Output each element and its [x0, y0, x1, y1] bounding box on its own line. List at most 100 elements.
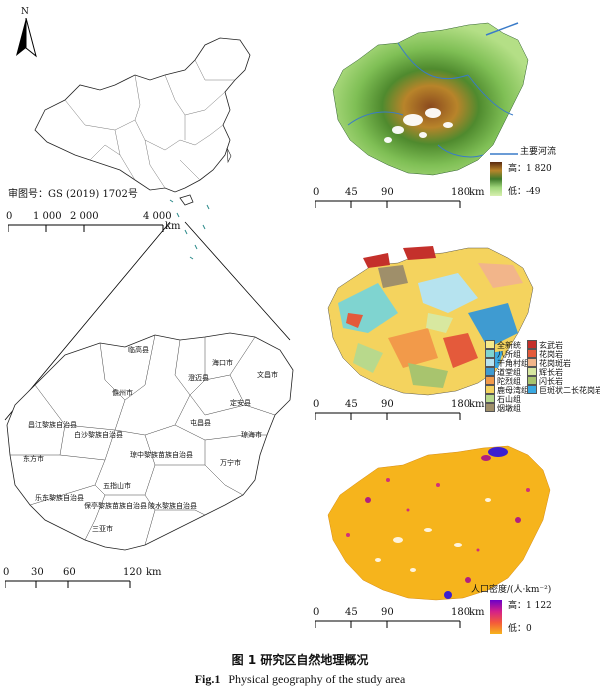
- geology-label: 石山组: [497, 395, 521, 404]
- county-danzhou: 儋州市: [112, 389, 133, 397]
- geology-legend-item-2: 干角村组: [485, 358, 529, 368]
- geology-swatch: [485, 394, 495, 403]
- county-haikou: 海口市: [212, 359, 233, 367]
- county-qionghai: 琼海市: [241, 431, 262, 439]
- county-wuzhishan: 五指山市: [103, 482, 131, 490]
- figure-caption-text: Physical geography of the study area: [228, 672, 406, 686]
- counties-scale-tick-0: 0: [3, 567, 10, 578]
- county-dingan: 定安县: [230, 399, 251, 407]
- geology-label: 鹿母湾组: [497, 386, 529, 395]
- figure-caption-cn: 图 1 研究区自然地理概况: [231, 653, 369, 667]
- elevation-gradient: [490, 162, 502, 196]
- geology-legend-item-8: 玄武岩: [527, 340, 563, 350]
- elevation-scale-tick-3: 180: [451, 187, 471, 198]
- geology-swatch: [527, 349, 537, 358]
- population-scale-unit: km: [469, 607, 485, 618]
- geology-label: 花岗岩: [539, 350, 563, 359]
- county-baoting: 保亭黎族苗族自治县: [84, 502, 147, 510]
- county-wanning: 万宁市: [220, 459, 241, 467]
- geology-swatch: [527, 376, 537, 385]
- geology-legend-item-6: 石山组: [485, 394, 521, 404]
- geology-label: 干角村组: [497, 359, 529, 368]
- elevation-high-label: 高：1 820: [508, 164, 552, 174]
- china-scale-bar: 0 1 000 2 000 4 000: [6, 211, 178, 236]
- geology-swatch: [485, 403, 495, 412]
- geology-label: 巨斑状二长花岗岩: [539, 386, 600, 395]
- geology-label: 全新统: [497, 341, 521, 350]
- population-scale-tick-2: 90: [381, 607, 394, 618]
- county-tunchang: 屯昌县: [190, 419, 211, 427]
- geology-label: 花岗斑岩: [539, 359, 571, 368]
- population-gradient: [490, 600, 502, 634]
- geology-legend-item-1: 八所组: [485, 349, 521, 359]
- geology-legend-item-0: 全新统: [485, 340, 521, 350]
- geology-legend-item-13: 巨斑状二长花岗岩: [527, 385, 600, 395]
- river-legend-line: [490, 153, 518, 155]
- county-dongfang: 东方市: [23, 455, 44, 463]
- county-baisha: 白沙黎族自治县: [74, 431, 123, 439]
- geology-label: 道堂组: [497, 368, 521, 377]
- china-scale-tick-3: 4 000: [143, 211, 172, 222]
- geology-legend-item-9: 花岗岩: [527, 349, 563, 359]
- geology-legend-item-3: 道堂组: [485, 367, 521, 377]
- geology-legend-item-12: 闪长岩: [527, 376, 563, 386]
- geology-swatch: [485, 385, 495, 394]
- county-lingshui: 陵水黎族自治县: [148, 502, 197, 510]
- geology-legend-item-7: 烟墩组: [485, 403, 521, 413]
- elevation-scale-tick-2: 90: [381, 187, 394, 198]
- county-wenchang: 文昌市: [257, 371, 278, 379]
- elevation-map: [332, 22, 529, 176]
- figure-caption-label: Fig.1: [194, 672, 221, 686]
- population-legend-title: 人口密度/(人·km⁻²): [471, 585, 552, 595]
- geology-swatch: [485, 367, 495, 376]
- geology-swatch: [527, 367, 537, 376]
- elevation-scale-unit: km: [469, 187, 485, 198]
- geology-scale-bar: 0 45 90 180 km: [313, 399, 495, 424]
- geology-swatch: [527, 385, 537, 394]
- south-sea-islands: [169, 199, 210, 260]
- china-map: [34, 37, 251, 206]
- county-sanya: 三亚市: [92, 525, 113, 533]
- counties-scale-tick-3: 120: [123, 567, 143, 578]
- elevation-low-label: 低：-49: [508, 187, 541, 197]
- counties-scale-bar: 0 30 60 120 km: [3, 567, 175, 592]
- geology-label: 烟墩组: [497, 404, 521, 413]
- elevation-scale-bar: 0 45 90 180 km: [313, 187, 495, 212]
- county-lingao: 临高县: [128, 346, 149, 354]
- geology-label: 八所组: [497, 350, 521, 359]
- elevation-scale-tick-1: 45: [345, 187, 358, 198]
- counties-scale-tick-2: 60: [63, 567, 76, 578]
- county-ledong: 乐东黎族自治县: [35, 494, 84, 502]
- river-legend-label: 主要河流: [520, 147, 557, 157]
- population-scale-tick-3: 180: [451, 607, 471, 618]
- geology-swatch: [527, 358, 537, 367]
- population-scale-tick-1: 45: [345, 607, 358, 618]
- geology-legend-item-10: 花岗斑岩: [527, 358, 571, 368]
- north-arrow-icon: [16, 18, 37, 58]
- population-scale-tick-0: 0: [313, 607, 320, 618]
- county-chengmai: 澄迈县: [188, 374, 209, 382]
- hainan-counties-map: [6, 332, 294, 551]
- population-high-label: 高：1 122: [508, 601, 552, 611]
- population-scale-bar: 0 45 90 180 km: [313, 607, 495, 632]
- geology-swatch: [485, 349, 495, 358]
- geology-map: [327, 246, 534, 396]
- china-scale-tick-1: 1 000: [33, 211, 62, 222]
- population-map: [327, 445, 551, 601]
- geology-scale-tick-2: 90: [381, 399, 394, 410]
- geology-legend-item-5: 鹿母湾组: [485, 385, 529, 395]
- geology-swatch: [485, 340, 495, 349]
- north-label: N: [21, 7, 29, 17]
- china-scale-tick-0: 0: [6, 211, 13, 222]
- geology-legend-item-4: 陀烈组: [485, 376, 521, 386]
- geology-scale-tick-0: 0: [313, 399, 320, 410]
- geology-scale-unit: km: [469, 399, 485, 410]
- geology-label: 玄武岩: [539, 341, 563, 350]
- geology-legend-item-11: 辉长岩: [527, 367, 563, 377]
- population-low-label: 低：0: [508, 624, 532, 634]
- counties-scale-unit: km: [146, 567, 162, 578]
- geology-label: 陀烈组: [497, 377, 521, 386]
- counties-scale-tick-1: 30: [31, 567, 44, 578]
- county-changjiang: 昌江黎族自治县: [28, 421, 77, 429]
- elevation-scale-tick-0: 0: [313, 187, 320, 198]
